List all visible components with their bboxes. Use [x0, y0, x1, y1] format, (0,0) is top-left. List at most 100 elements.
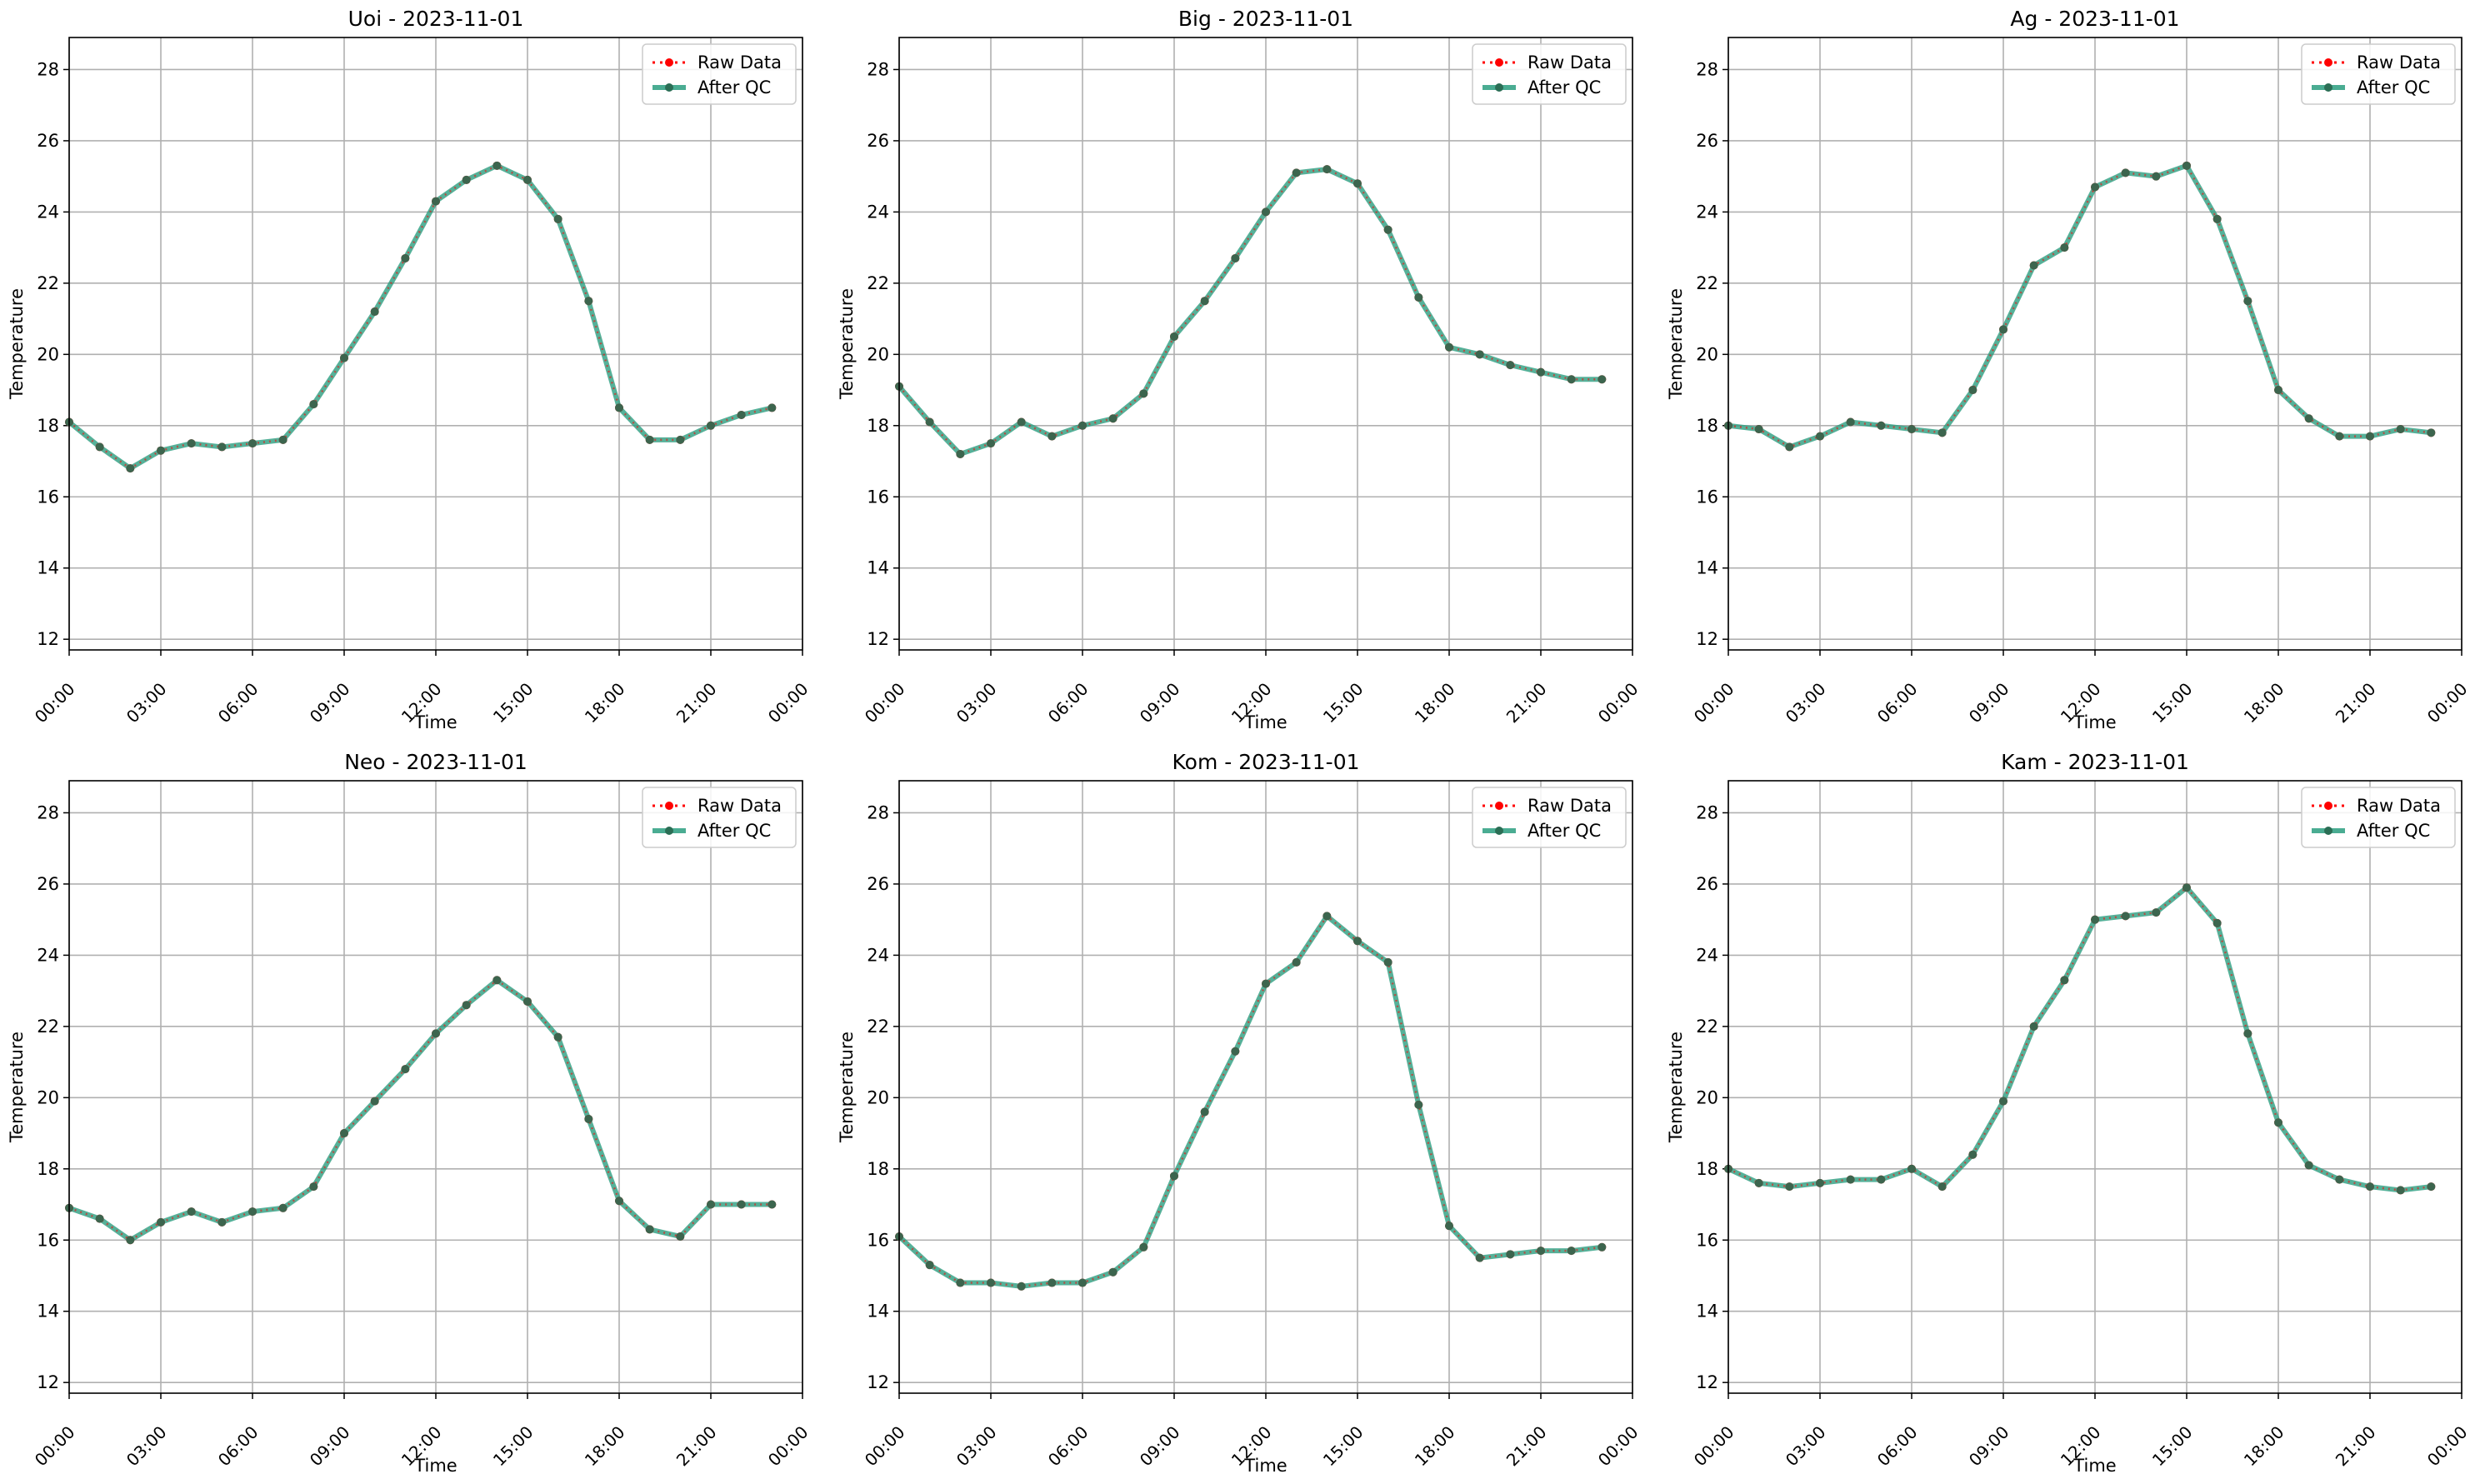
after-qc-point: [645, 1225, 654, 1234]
legend-qc-marker: [1495, 83, 1503, 92]
after-qc-point: [1048, 1278, 1057, 1287]
legend-qc-marker: [665, 83, 673, 92]
after-qc-point: [157, 1217, 165, 1227]
after-qc-point: [615, 403, 623, 412]
x-tick-label: 21:00: [2332, 1422, 2380, 1471]
axes-frame: [68, 780, 803, 1394]
after-qc-point: [432, 1029, 440, 1038]
legend-qc-label: After QC: [698, 821, 771, 841]
after-qc-point: [1383, 957, 1392, 967]
y-tick-label: 20: [37, 1087, 59, 1107]
axes-frame: [898, 37, 1633, 651]
y-tick-label: 26: [867, 874, 889, 894]
x-tick-label: 00:00: [1594, 679, 1642, 727]
after-qc-point: [1200, 1107, 1209, 1117]
after-qc-point: [492, 976, 502, 985]
y-axis-label: Temperature: [1666, 288, 1686, 400]
after-qc-point: [248, 439, 257, 448]
after-qc-point: [1017, 417, 1026, 427]
y-tick-label: 18: [867, 416, 889, 436]
after-qc-point: [2335, 432, 2344, 441]
chart-title: Kom - 2023-11-01: [1172, 750, 1360, 774]
after-qc-point: [157, 446, 165, 455]
after-qc-point: [1475, 1253, 1484, 1262]
y-tick-label: 24: [1696, 202, 1718, 222]
x-tick-label: 00:00: [1690, 679, 1738, 727]
after-qc-point: [1567, 375, 1576, 384]
after-qc-line: [1726, 885, 2434, 1193]
y-tick-label: 16: [1696, 1230, 1718, 1250]
x-tick-label: 00:00: [2423, 679, 2472, 727]
y-tick-label: 12: [1696, 629, 1718, 649]
after-qc-point: [2243, 297, 2252, 306]
y-tick-label: 26: [37, 131, 59, 151]
after-qc-point: [1999, 1097, 2008, 1106]
raw-data-line: [898, 914, 1602, 1288]
y-tick-label: 22: [1696, 1017, 1718, 1037]
after-qc-point: [370, 1097, 379, 1106]
after-qc-point: [1322, 912, 1332, 921]
x-tick-label: 03:00: [1782, 1422, 1830, 1471]
x-tick-label: 15:00: [2148, 679, 2197, 727]
after-qc-point: [401, 253, 410, 262]
legend-qc-label: After QC: [1528, 77, 1601, 97]
y-tick-label: 28: [1696, 802, 1718, 822]
after-qc-point: [126, 1236, 135, 1245]
after-qc-point: [737, 1200, 746, 1209]
after-qc-point: [2427, 428, 2436, 437]
x-tick-label: 00:00: [764, 679, 812, 727]
after-qc-point: [768, 403, 777, 412]
after-qc-point: [956, 449, 965, 458]
after-qc-point: [1262, 979, 1270, 988]
x-tick-label: 21:00: [672, 1422, 721, 1471]
x-tick-label: 00:00: [1690, 1422, 1738, 1471]
x-tick-label: 06:00: [214, 1422, 262, 1471]
after-qc-point: [1816, 1178, 1824, 1187]
x-tick-label: 06:00: [1044, 679, 1092, 727]
y-tick-label: 14: [867, 1302, 889, 1322]
x-tick-label: 00:00: [31, 679, 79, 727]
after-qc-point: [1108, 414, 1118, 423]
after-qc-point: [925, 1261, 934, 1270]
y-tick-label: 20: [867, 344, 889, 364]
after-qc-point: [492, 161, 502, 170]
after-qc-point: [340, 1129, 348, 1138]
y-tick-label: 20: [1696, 1087, 1718, 1107]
x-tick-label: 00:00: [861, 679, 909, 727]
x-tick-label: 03:00: [122, 679, 171, 727]
after-qc-point: [126, 464, 135, 473]
after-qc-point: [2091, 915, 2099, 924]
after-qc-point: [2121, 168, 2130, 177]
after-qc-point: [1846, 417, 1855, 427]
y-tick-label: 24: [37, 945, 59, 965]
after-qc-point: [2243, 1029, 2252, 1038]
y-axis-label: Temperature: [837, 288, 857, 400]
after-qc-point: [1567, 1247, 1576, 1256]
y-tick-label: 22: [1696, 273, 1718, 293]
after-qc-line: [897, 167, 1605, 457]
after-qc-point: [309, 400, 318, 409]
after-qc-point: [1999, 325, 2008, 334]
y-tick-label: 26: [1696, 874, 1718, 894]
x-tick-label: 09:00: [1965, 1422, 2013, 1471]
after-qc-point: [2060, 243, 2069, 252]
y-tick-label: 22: [37, 273, 59, 293]
legend-raw-label: Raw Data: [1528, 52, 1612, 72]
raw-data-line: [68, 164, 772, 470]
x-tick-label: 00:00: [764, 1422, 812, 1471]
after-qc-point: [2060, 976, 2069, 985]
x-axis-label: Time: [2072, 712, 2116, 732]
x-tick-label: 03:00: [122, 1422, 171, 1471]
subplot-6: 00:00 03:00 06:00 09:00 12:00 15:00 18:00 21:00…: [1666, 750, 2472, 1476]
after-qc-point: [1598, 1242, 1607, 1252]
after-qc-point: [2212, 214, 2222, 223]
after-qc-point: [2335, 1175, 2344, 1184]
after-qc-point: [95, 1214, 104, 1223]
subplot-4: 00:00 03:00 06:00 09:00 12:00 15:00 18:00 21:00…: [7, 750, 812, 1476]
x-tick-label: 03:00: [1782, 679, 1830, 727]
y-tick-label: 20: [867, 1087, 889, 1107]
x-tick-label: 00:00: [861, 1422, 909, 1471]
after-qc-point: [370, 307, 379, 317]
y-tick-label: 28: [37, 59, 59, 79]
y-tick-label: 14: [867, 558, 889, 578]
